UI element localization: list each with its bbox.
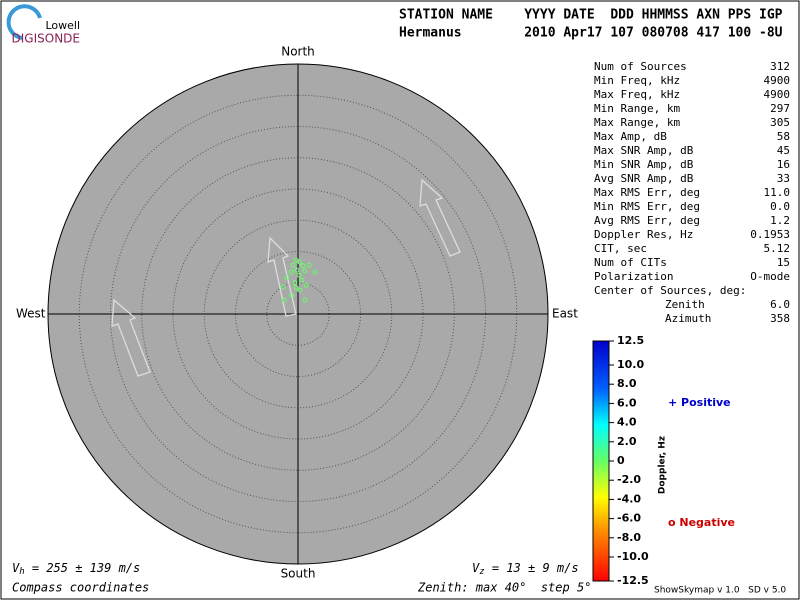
stat-value: 5.12	[764, 242, 791, 255]
stat-value: 16	[777, 158, 790, 171]
vz-sub: z	[479, 567, 484, 577]
logo-top: Lowell	[45, 19, 80, 32]
stat-label: Max Freq, kHz	[594, 88, 680, 101]
stat-value: 0.1953	[750, 228, 790, 241]
stat-label: Min RMS Err, deg	[594, 200, 700, 213]
vz-label: Vz = 13 ± 9 m/s	[472, 561, 579, 577]
colorbar-title: Doppler, Hz	[658, 436, 668, 494]
stat-value: 312	[770, 60, 790, 73]
stat-label: Max Amp, dB	[594, 130, 667, 143]
vh-text: = 255 ± 139 m/s	[25, 561, 141, 575]
source-point	[296, 272, 302, 278]
source-point	[303, 282, 309, 288]
version: ShowSkymap v 1.0 SD v 5.0	[654, 586, 786, 596]
stat-label: Avg SNR Amp, dB	[594, 172, 694, 185]
legend-positive: + Positive	[668, 396, 731, 409]
stat-value: 305	[770, 116, 790, 129]
source-point	[297, 259, 303, 265]
vz-text: = 13 ± 9 m/s	[485, 561, 579, 575]
stat-label: Min Range, km	[594, 102, 680, 115]
stat-label: Num of Sources	[594, 60, 687, 73]
stat-value: 15	[777, 256, 790, 269]
vh-symbol: V	[12, 561, 20, 575]
vh-sub: h	[19, 567, 24, 577]
vh-label: Vh = 255 ± 139 m/s	[12, 561, 140, 577]
colorbar-tick-label: 12.5	[617, 334, 644, 347]
source-point	[293, 257, 299, 263]
arrows	[111, 178, 461, 377]
source-point	[290, 262, 296, 268]
colorbar-tick-label: 6.0	[617, 396, 637, 409]
source-point	[306, 262, 312, 268]
stat-label: Avg RMS Err, deg	[594, 214, 700, 227]
center-value: 358	[770, 312, 790, 325]
source-point	[312, 269, 318, 275]
colorbar-tick-label: 10.0	[617, 358, 644, 371]
colorbar-tick-label: -12.5	[617, 574, 649, 587]
colorbar-tick-label: 2.0	[617, 435, 637, 448]
stat-label: Num of CITs	[594, 256, 667, 269]
stat-value: 33	[777, 172, 790, 185]
source-point	[292, 280, 298, 286]
legend-negative: o Negative	[668, 516, 735, 529]
colorbar-tick-label: -2.0	[617, 473, 641, 486]
header-values: Hermanus 2010 Apr17 107 080708 417 100 -…	[399, 26, 783, 41]
logo-bottom: DIGISONDE	[12, 32, 80, 46]
center-value: 6.0	[770, 298, 790, 311]
logo-arc	[6, 4, 42, 40]
center-label: Zenith	[665, 298, 705, 311]
stat-label: Max Range, km	[594, 116, 680, 129]
stat-value: 1.2	[770, 214, 790, 227]
center-title: Center of Sources, deg:	[594, 284, 746, 297]
stat-value: 4900	[764, 88, 791, 101]
colorbar-tick-label: -4.0	[617, 492, 641, 505]
stat-value: 58	[777, 130, 790, 143]
stat-label: Max SNR Amp, dB	[594, 144, 694, 157]
stat-label: Min Freq, kHz	[594, 74, 680, 87]
source-point	[299, 277, 305, 283]
west-label: West	[16, 307, 46, 321]
source-point	[280, 284, 286, 290]
center-label: Azimuth	[665, 312, 711, 325]
colorbar	[592, 340, 610, 582]
stat-label: Min SNR Amp, dB	[594, 158, 694, 171]
stat-value: 45	[777, 144, 790, 157]
source-point	[300, 263, 306, 269]
source-point	[288, 269, 294, 275]
stat-label: Doppler Res, Hz	[594, 228, 693, 241]
stat-label: Polarization	[594, 270, 673, 283]
stat-value: 11.0	[764, 186, 791, 199]
colorbar-tick-label: -10.0	[617, 550, 649, 563]
coords-note: Compass coordinates	[12, 581, 149, 595]
source-point	[293, 285, 299, 291]
source-point	[294, 267, 300, 273]
colorbar-tick-label: 0	[617, 454, 625, 467]
header-labels: STATION NAME YYYY DATE DDD HHMMSS AXN PP…	[399, 8, 783, 23]
stat-value: 0.0	[770, 200, 790, 213]
stat-label: CIT, sec	[594, 242, 647, 255]
stat-value: 4900	[764, 74, 791, 87]
colorbar-tick-label: -8.0	[617, 531, 641, 544]
vz-symbol: V	[472, 561, 480, 575]
colorbar-tick-label: 4.0	[617, 416, 637, 429]
south-label: South	[281, 567, 316, 581]
source-point	[281, 297, 287, 303]
zenith-note: Zenith: max 40° step 5°	[417, 581, 591, 595]
source-point	[289, 292, 295, 298]
colorbar-tick-label: 8.0	[617, 377, 637, 390]
colorbar-tick-label: -6.0	[617, 512, 641, 525]
stat-label: Max RMS Err, deg	[594, 186, 700, 199]
source-point	[284, 275, 290, 281]
source-point	[302, 297, 308, 303]
east-label: East	[552, 307, 578, 321]
source-point	[302, 268, 308, 274]
stat-value: 297	[770, 102, 790, 115]
north-label: North	[281, 45, 315, 59]
source-point	[297, 287, 303, 293]
stat-value: O-mode	[750, 270, 790, 283]
